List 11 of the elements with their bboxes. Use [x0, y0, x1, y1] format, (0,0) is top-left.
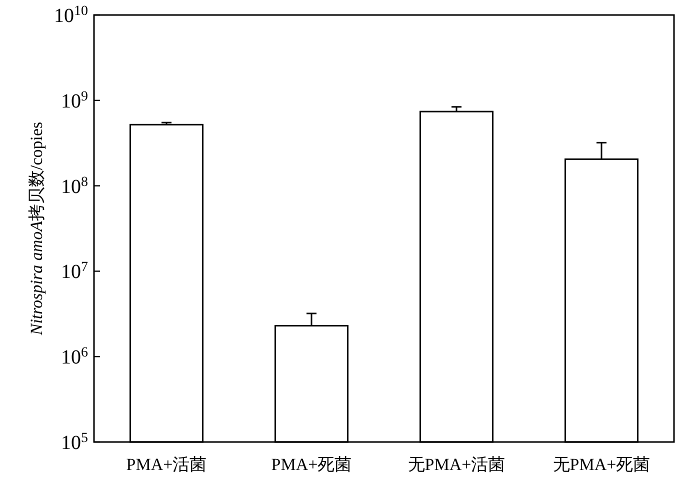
y-tick-label: 10$^{8}$ [61, 174, 88, 198]
y-tick-label: 10$^{9}$ [61, 88, 88, 112]
y-tick-label: 10$^{7}$ [61, 260, 88, 284]
x-tick-label: 无PMA+活菌 [408, 455, 506, 474]
x-tick-label: 无PMA+死菌 [552, 455, 650, 474]
x-tick-label: PMA+活菌 [126, 455, 207, 474]
y-axis-title: Nitrospira amoA拷贝数/copies [27, 122, 46, 336]
y-tick-label: 10$^{6}$ [61, 345, 88, 369]
y-tick-label: 10$^{5}$ [61, 430, 88, 454]
x-tick-label: PMA+死菌 [271, 455, 352, 474]
y-tick-label: 10$^{10}$ [54, 4, 88, 27]
